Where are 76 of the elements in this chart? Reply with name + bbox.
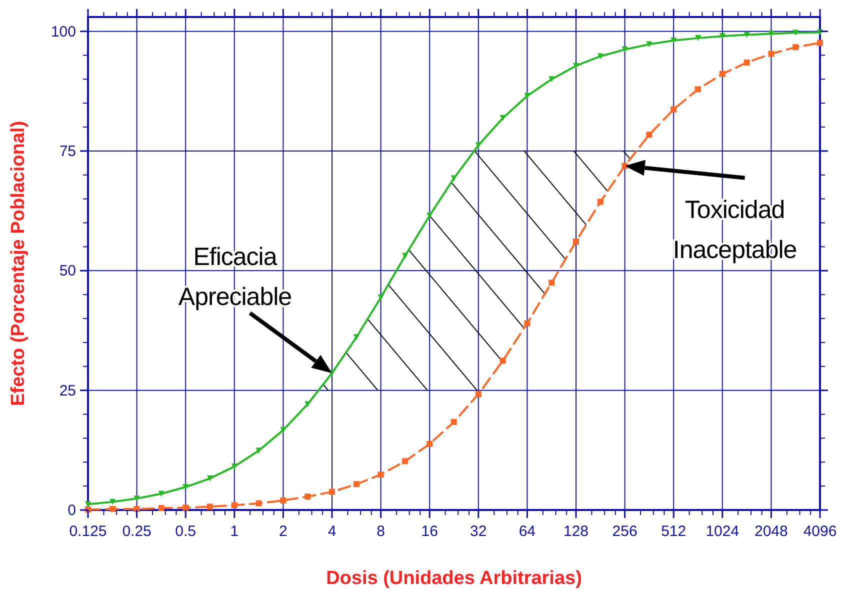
point: [426, 440, 433, 447]
point: [548, 280, 555, 286]
x-tick-label: 4096: [803, 523, 837, 540]
point: [402, 458, 408, 464]
point: [646, 132, 652, 138]
point: [353, 481, 360, 488]
point: [475, 391, 482, 398]
y-axis-title: Efecto (Porcentaje Poblacional): [8, 120, 29, 406]
point: [109, 498, 116, 505]
x-tick-label: 32: [470, 523, 487, 540]
y-tick-label: 75: [59, 143, 76, 160]
point: [353, 334, 360, 340]
point: [670, 106, 677, 112]
x-tick-label: 0.25: [122, 523, 152, 540]
point: [597, 53, 604, 60]
point: [304, 401, 311, 408]
point: [134, 496, 140, 502]
point: [792, 30, 799, 36]
point: [792, 44, 799, 50]
x-tick-label: 4: [328, 523, 336, 540]
y-tick-label: 25: [59, 382, 76, 400]
point: [768, 50, 774, 57]
point: [158, 490, 164, 497]
point: [573, 62, 579, 69]
point: [378, 472, 384, 478]
point: [524, 320, 530, 326]
point: [500, 358, 506, 364]
point: [206, 504, 213, 510]
point: [329, 488, 335, 495]
point: [378, 294, 384, 300]
point: [158, 505, 164, 512]
point: [524, 92, 530, 99]
x-tick-label: 64: [518, 523, 536, 540]
x-tick-label: 128: [563, 523, 589, 540]
point: [694, 86, 701, 92]
point: [744, 59, 750, 66]
point: [573, 238, 579, 244]
point: [817, 40, 823, 46]
point: [134, 506, 140, 512]
x-tick-label: 2: [279, 523, 288, 540]
point: [304, 494, 311, 500]
point: [622, 46, 628, 53]
point: [597, 198, 604, 205]
point: [768, 30, 774, 37]
point: [402, 252, 408, 259]
point: [109, 506, 116, 512]
point: [646, 41, 652, 48]
x-tick-label: 1: [230, 523, 239, 540]
point: [182, 484, 189, 490]
point: [426, 212, 433, 219]
point: [719, 33, 726, 40]
x-tick-label: 16: [421, 523, 438, 540]
x-tick-label: 1024: [706, 523, 740, 540]
point: [450, 418, 457, 425]
point: [206, 475, 213, 482]
x-tick-label: 0.5: [175, 523, 196, 540]
x-tick-label: 2048: [754, 523, 788, 540]
point: [670, 37, 677, 44]
point: [450, 175, 457, 182]
x-tick-label: 0.125: [69, 523, 107, 540]
y-tick-label: 0: [68, 502, 76, 519]
point: [744, 32, 750, 38]
x-tick-label: 256: [612, 523, 638, 540]
point: [256, 500, 262, 506]
point: [548, 76, 555, 82]
point: [182, 504, 189, 511]
point: [231, 463, 238, 470]
point: [719, 70, 726, 77]
x-axis-title: Dosis (Unidades Arbitrarias): [326, 568, 582, 589]
y-tick-label: 50: [59, 262, 76, 280]
point: [231, 502, 238, 508]
y-tick-label: 100: [50, 23, 76, 40]
x-tick-label: 512: [661, 523, 686, 540]
x-tick-label: 8: [376, 523, 385, 540]
point: [694, 35, 701, 42]
point: [280, 497, 286, 504]
